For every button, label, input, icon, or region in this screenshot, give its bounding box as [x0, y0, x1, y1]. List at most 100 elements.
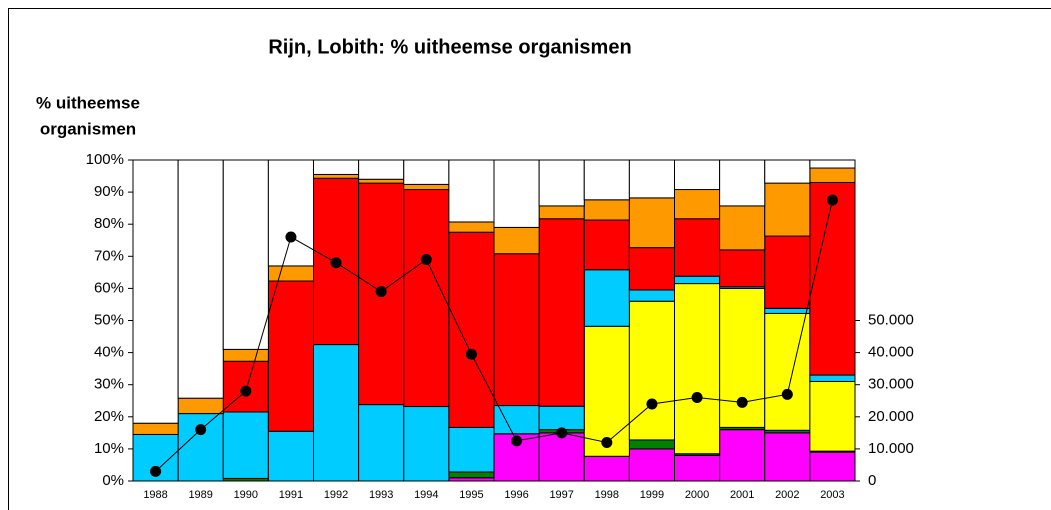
bar-segment — [448, 471, 495, 479]
bar-segment — [267, 280, 314, 432]
y2-tick-label: 50.000 — [868, 311, 914, 328]
bar-segment — [538, 218, 585, 407]
bar-segment — [403, 159, 450, 185]
bar-segment — [177, 159, 224, 399]
x-tick-label: 1993 — [369, 489, 393, 501]
x-tick-label: 1998 — [595, 489, 619, 501]
bar-segment — [583, 455, 630, 482]
x-tick-label: 1997 — [549, 489, 573, 501]
bar-segment — [809, 181, 856, 376]
bar-segment — [764, 159, 811, 184]
line-point — [556, 427, 568, 439]
bar-segment — [628, 300, 675, 441]
y2-tick-label: 20.000 — [868, 408, 914, 425]
bar-segment — [448, 426, 495, 473]
bar-segment — [403, 183, 450, 191]
line-point — [511, 435, 523, 447]
line-point — [195, 424, 207, 436]
bar-segment — [358, 159, 405, 180]
bar-segment — [764, 312, 811, 431]
bar-segment — [493, 253, 540, 407]
bar-segment — [313, 344, 360, 482]
x-tick-label: 2001 — [730, 489, 754, 501]
chart-title: Rijn, Lobith: % uitheemse organismen — [268, 36, 631, 58]
x-tick-label: 1995 — [459, 489, 483, 501]
bar-segment — [583, 219, 630, 271]
line-point — [691, 392, 703, 404]
bar-segment — [448, 159, 495, 223]
line-point — [420, 254, 432, 266]
y-tick-label: 60% — [94, 279, 124, 296]
y2-tick-label: 30.000 — [868, 376, 914, 393]
line-point — [736, 396, 748, 408]
bar-segment — [809, 167, 856, 183]
bar-segment — [177, 413, 224, 482]
bar-segment — [132, 422, 179, 435]
bar-segment — [358, 404, 405, 482]
bar-segment — [628, 439, 675, 450]
bar-segment — [583, 199, 630, 221]
x-tick-label: 1990 — [234, 489, 258, 501]
bar-segment — [403, 406, 450, 482]
y-tick-label: 100% — [86, 151, 124, 168]
bar-segment — [674, 189, 721, 220]
bar-segment — [222, 159, 269, 350]
y2-tick-label: 10.000 — [868, 440, 914, 457]
bar-segment — [674, 275, 721, 285]
y-axis-title: % uitheemse — [36, 93, 140, 112]
bar-segment — [583, 269, 630, 327]
bar-segment — [628, 159, 675, 199]
bar-segment — [493, 159, 540, 228]
bar-segment — [313, 173, 360, 179]
line-point — [240, 385, 252, 397]
y-tick-label: 10% — [94, 440, 124, 457]
bar-segment — [719, 205, 766, 251]
bar-segment — [538, 405, 585, 431]
bar-segment — [809, 380, 856, 452]
bar-segment — [628, 247, 675, 291]
y-axis-title: organismen — [40, 119, 136, 138]
bar-segment — [538, 205, 585, 220]
line-point — [781, 388, 793, 400]
x-tick-label: 1992 — [324, 489, 348, 501]
line-point — [826, 194, 838, 206]
x-tick-label: 1999 — [640, 489, 664, 501]
line-point — [465, 348, 477, 360]
y-tick-label: 30% — [94, 376, 124, 393]
bar-segment — [538, 432, 585, 482]
y-tick-label: 20% — [94, 408, 124, 425]
bar-segment — [719, 429, 766, 482]
x-tick-label: 1991 — [279, 489, 303, 501]
bar-segment — [809, 374, 856, 382]
x-tick-label: 1996 — [504, 489, 528, 501]
bar-segment — [809, 159, 856, 169]
x-tick-label: 2003 — [820, 489, 844, 501]
x-tick-label: 2002 — [775, 489, 799, 501]
y2-tick-label: 40.000 — [868, 344, 914, 361]
bar-segment — [583, 159, 630, 201]
bar-segment — [313, 159, 360, 175]
bar-segment — [358, 178, 405, 184]
x-tick-label: 1989 — [188, 489, 212, 501]
bar-segment — [628, 289, 675, 302]
bar-segment — [719, 159, 766, 207]
line-point — [375, 286, 387, 298]
line-point — [150, 465, 162, 477]
bar-segment — [132, 159, 179, 424]
bar-segment — [267, 265, 314, 282]
y-tick-label: 90% — [94, 183, 124, 200]
line-point — [601, 436, 613, 448]
bar-segment — [538, 159, 585, 207]
bar-segment — [764, 432, 811, 482]
y-tick-label: 40% — [94, 344, 124, 361]
bar-segment — [764, 307, 811, 314]
line-point — [646, 398, 658, 410]
bar-segment — [403, 189, 450, 408]
y-tick-label: 70% — [94, 247, 124, 264]
bar-segment — [809, 451, 856, 482]
bar-segment — [267, 430, 314, 482]
bar-segment — [628, 197, 675, 249]
bar-segment — [764, 182, 811, 237]
